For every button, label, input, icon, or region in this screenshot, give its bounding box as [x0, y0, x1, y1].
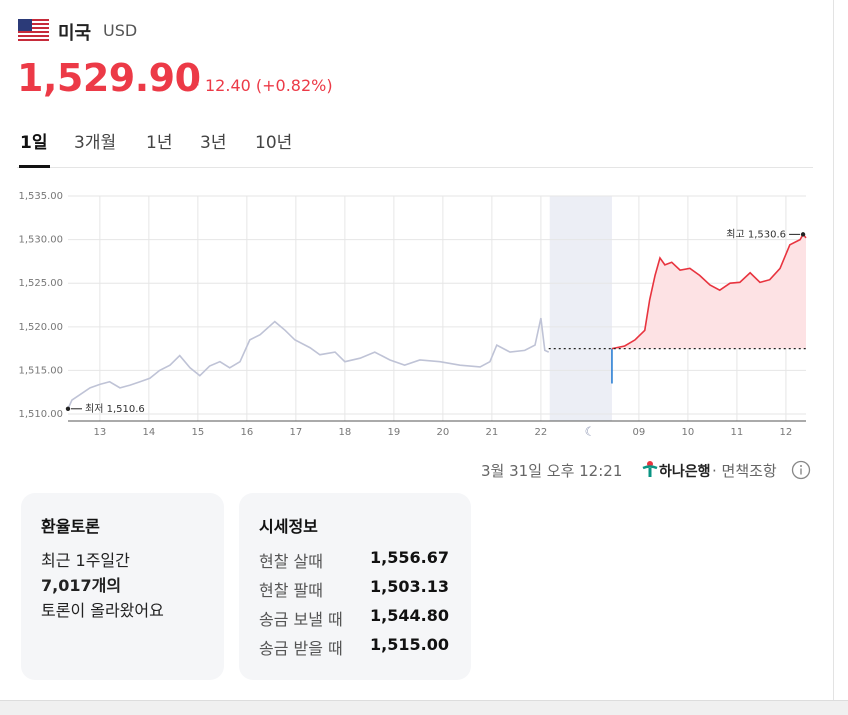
tab[interactable]: 10년 [255, 133, 293, 153]
x-tick-label: 15 [191, 427, 204, 438]
chart: ☾ 1,535.00 1,530.00 1,525.00 1,520.00 1,515.… [18, 191, 807, 439]
card-text: 최근 1주일간 7,017개의 토론이 올라왔어요 [41, 548, 164, 623]
x-tick-label: 20 [437, 427, 450, 438]
x-tick-label: 12 [780, 427, 793, 438]
y-tick-label: 1,510.00 [18, 409, 63, 420]
x-tick-label: 16 [240, 427, 253, 438]
x-tick-label: 22 [535, 427, 548, 438]
y-tick-label: 1,515.00 [18, 365, 63, 376]
quote-label: 현찰 팔때 [259, 581, 323, 600]
card-line: 7,017개의 [41, 576, 122, 595]
card-title: 시세정보 [259, 517, 318, 536]
tab-divider [17, 167, 813, 168]
x-tick-label: 17 [290, 427, 303, 438]
x-tick-label: 21 [486, 427, 499, 438]
area [611, 234, 806, 349]
extreme-dot [65, 406, 71, 411]
y-tick-label: 1,520.00 [18, 322, 63, 333]
country: 미국 [58, 23, 92, 44]
night-icon: ☾ [585, 425, 596, 439]
up-arrow: ▲ [191, 76, 199, 87]
bank-logo [642, 461, 658, 477]
tab[interactable]: 1일 [20, 133, 48, 153]
card-line: 토론이 올라왔어요 [41, 601, 164, 620]
bottom-bar [0, 700, 848, 715]
info-icon[interactable] [791, 460, 811, 480]
panel-border [833, 0, 834, 700]
update-time: 3월 31일 오후 12:21 [481, 462, 623, 480]
quotes-card: 시세정보 현찰 살때 1,556.67 현찰 팔때 1,503.13 송금 보낼 때 1,… [239, 493, 471, 680]
x-tick-label: 10 [682, 427, 695, 438]
annotation: 최고 1,530.6 [726, 228, 786, 240]
extreme-dot [800, 232, 806, 237]
x-tick-label: 19 [388, 427, 401, 438]
quote-label: 송금 받을 때 [259, 639, 343, 658]
quote-value: 1,544.80 [370, 606, 449, 625]
disclaimer[interactable]: · 면책조항 [712, 462, 777, 480]
tab[interactable]: 3개월 [74, 133, 117, 153]
y-tick-label: 1,530.00 [18, 235, 63, 246]
x-tick-label: 18 [339, 427, 352, 438]
x-tick-label: 14 [142, 427, 155, 438]
tab[interactable]: 3년 [200, 133, 227, 153]
quote-value: 1,515.00 [370, 635, 449, 654]
y-tick-label: 1,535.00 [18, 191, 63, 202]
x-tick-label: 11 [731, 427, 744, 438]
card-line: 최근 1주일간 [41, 551, 130, 570]
us-flag [18, 19, 49, 41]
x-tick-label: 09 [633, 427, 646, 438]
tab[interactable]: 1년 [146, 133, 173, 153]
price-line [67, 317, 550, 410]
currency: USD [103, 21, 138, 40]
discussion-card[interactable]: 환율토론 최근 1주일간 7,017개의 토론이 올라왔어요 [21, 493, 224, 680]
annotation: 최저 1,510.6 [85, 403, 145, 415]
y-tick-label: 1,525.00 [18, 278, 63, 289]
card-title: 환율토론 [41, 517, 100, 536]
price-line [611, 232, 807, 350]
quote-value: 1,556.67 [370, 548, 449, 567]
quote-label: 송금 보낼 때 [259, 610, 343, 629]
quote-label: 현찰 살때 [259, 552, 323, 571]
quote-value: 1,503.13 [370, 577, 449, 596]
closed-session [549, 196, 612, 421]
bank-name: 하나은행 [659, 464, 711, 480]
price-change: 12.40 (+0.82%) [205, 76, 333, 95]
price: 1,529.90 [17, 56, 201, 100]
tab-underline [19, 165, 50, 168]
x-tick-label: 13 [93, 427, 106, 438]
